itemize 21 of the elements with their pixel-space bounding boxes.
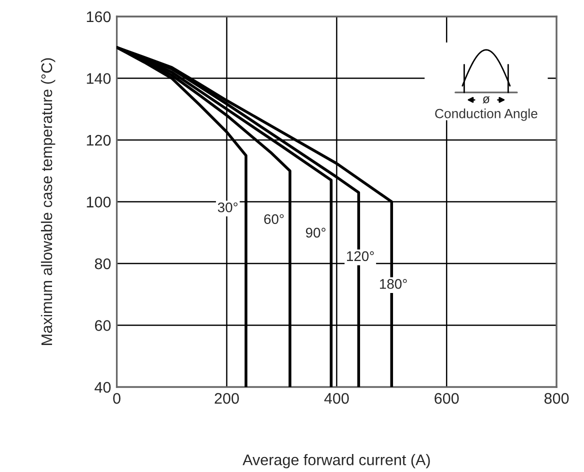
y-tick-label: 140 <box>86 73 111 84</box>
x-tick-label: 400 <box>324 393 349 404</box>
x-tick-label: 600 <box>434 393 459 404</box>
x-tick-label: 200 <box>214 393 239 404</box>
annotation: 60° <box>264 214 284 224</box>
annotation: Conduction Angle <box>435 108 538 121</box>
y-tick-label: 120 <box>86 134 111 146</box>
annotation: 120° <box>347 251 374 262</box>
annotation: 30° <box>218 202 238 212</box>
x-tick-label: 0 <box>113 393 120 404</box>
x-axis-title: Average forward current (A) <box>242 454 430 468</box>
y-tick-label: 160 <box>86 11 111 22</box>
annotation: ø <box>482 96 490 104</box>
y-tick-label: 80 <box>94 258 111 270</box>
y-tick-label: 40 <box>94 382 111 393</box>
y-tick-label: 60 <box>95 320 111 331</box>
x-tick-label: 800 <box>544 393 569 404</box>
annotation: 90° <box>306 228 326 238</box>
annotation: 180° <box>380 279 407 289</box>
y-tick-label: 100 <box>86 196 111 208</box>
y-axis-title: Maximum allowable case temperature (°C) <box>40 58 56 345</box>
